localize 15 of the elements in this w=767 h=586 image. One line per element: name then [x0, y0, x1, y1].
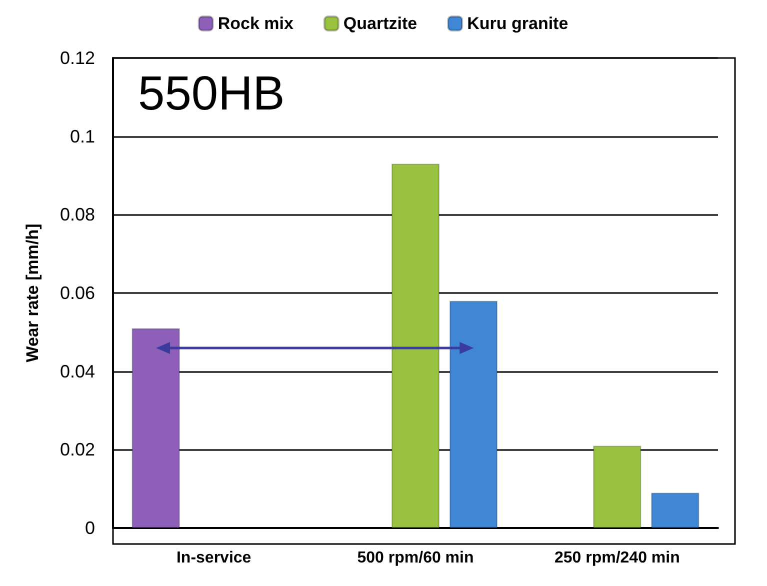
- y-tick-label: 0.02: [60, 440, 95, 460]
- y-tick-label: 0.1: [70, 126, 95, 146]
- legend-label: Rock mix: [218, 14, 294, 33]
- y-tick-label: 0.04: [60, 361, 95, 382]
- legend-label: Quartzite: [343, 14, 418, 33]
- x-tick-label: 500 rpm/60 min: [357, 550, 474, 566]
- x-tick-label: In-service: [176, 550, 252, 566]
- y-tick-label: 0.08: [60, 204, 95, 225]
- x-tick-label: 250 rpm/240 min: [554, 550, 680, 566]
- legend-label: Kuru granite: [467, 14, 568, 33]
- y-tick-label: 0.12: [60, 48, 95, 68]
- annotation: 550HB: [138, 68, 285, 120]
- y-axis-title: Wear rate [mm/h]: [23, 224, 42, 362]
- y-tick-label: 0: [84, 518, 95, 538]
- y-tick-label: 0.06: [60, 283, 95, 303]
